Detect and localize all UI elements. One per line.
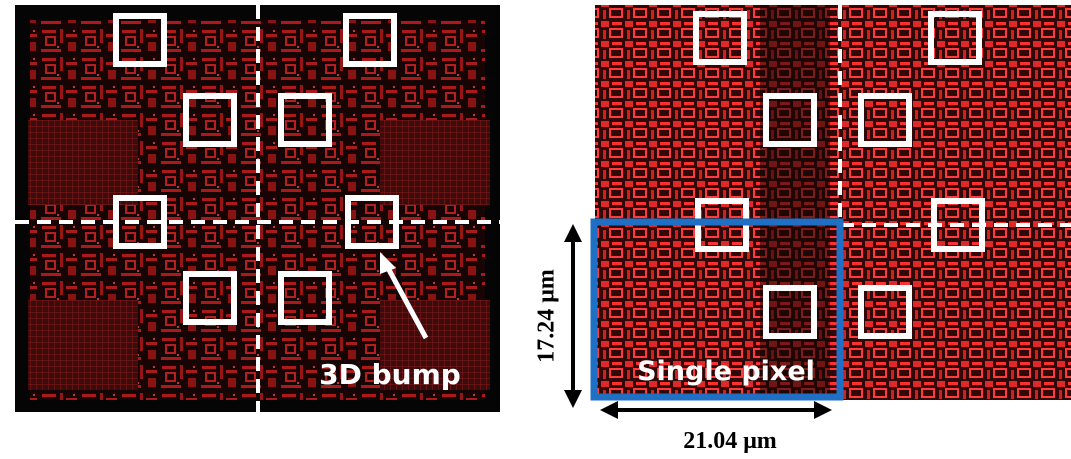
arrow-head xyxy=(564,224,582,242)
right-column xyxy=(760,5,830,400)
left-block xyxy=(28,120,138,205)
arrow-head xyxy=(600,401,618,419)
pixel-label: Single pixel xyxy=(637,356,815,387)
left-block xyxy=(28,300,138,390)
page: 3D bump Single pixel 17.24 μm 21.04 μm (… xyxy=(0,0,1071,459)
arrow-head xyxy=(564,390,582,408)
bump-label: 3D bump xyxy=(319,358,461,391)
height-label: 17.24 μm xyxy=(534,269,560,363)
figure: 3D bump Single pixel 17.24 μm 21.04 μm xyxy=(0,0,1071,459)
width-label: 21.04 μm xyxy=(683,428,777,454)
left-block xyxy=(380,120,490,205)
right-layout xyxy=(595,5,1071,400)
arrow-head xyxy=(814,401,832,419)
